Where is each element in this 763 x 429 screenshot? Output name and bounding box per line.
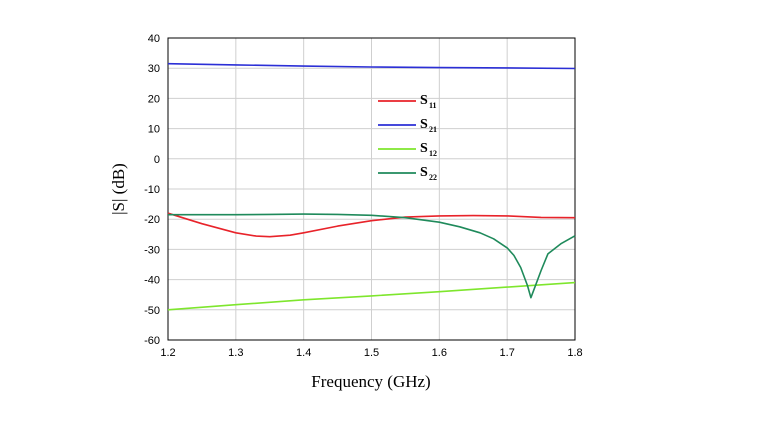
series-line-s21 — [167, 62, 576, 70]
legend-subscript-s12: 12 — [429, 149, 437, 158]
y-axis-title: |S| (dB) — [109, 163, 128, 215]
legend-subscript-s11: 11 — [429, 101, 437, 110]
legend-label-s11: S — [420, 93, 428, 108]
series-line-s22 — [168, 213, 576, 299]
y-tick-label: 40 — [148, 33, 160, 45]
legend-subscript-s21: 21 — [429, 125, 437, 134]
legend-label-s21: S — [420, 117, 428, 132]
series — [167, 62, 576, 311]
legend-label-s12: S — [420, 141, 428, 156]
legend: S 11S 21S 12S 22 — [378, 93, 437, 182]
x-tick-label: 1.8 — [567, 347, 582, 359]
series-line-s12 — [167, 281, 576, 311]
y-tick-label: 10 — [148, 124, 160, 136]
y-tick-label: -20 — [144, 214, 160, 226]
plot-area — [167, 37, 576, 341]
y-tick-label: 20 — [148, 93, 160, 105]
x-tick-label: 1.2 — [160, 347, 175, 359]
x-tick-label: 1.5 — [364, 347, 379, 359]
x-tick-label: 1.7 — [500, 347, 515, 359]
series-line-s11 — [167, 212, 576, 238]
y-tick-label: 0 — [154, 154, 160, 166]
y-tick-label: -40 — [144, 275, 160, 287]
x-tick-label: 1.6 — [432, 347, 447, 359]
x-tick-label: 1.4 — [296, 347, 311, 359]
x-axis-title: Frequency (GHz) — [311, 372, 430, 391]
axis-ticks: 1.2 1.3 1.4 1.5 1.6 1.7 1.8 40 30 20 10 0 -10 -20 -30 -… — [144, 33, 583, 359]
legend-label-s22: S — [420, 165, 428, 180]
x-tick-label: 1.3 — [228, 347, 243, 359]
y-tick-label: -30 — [144, 244, 160, 256]
y-tick-label: -60 — [144, 335, 160, 347]
legend-subscript-s22: 22 — [429, 173, 437, 182]
grid — [167, 37, 576, 341]
y-tick-label: 30 — [148, 63, 160, 75]
y-tick-label: -10 — [144, 184, 160, 196]
y-tick-label: -50 — [144, 305, 160, 317]
